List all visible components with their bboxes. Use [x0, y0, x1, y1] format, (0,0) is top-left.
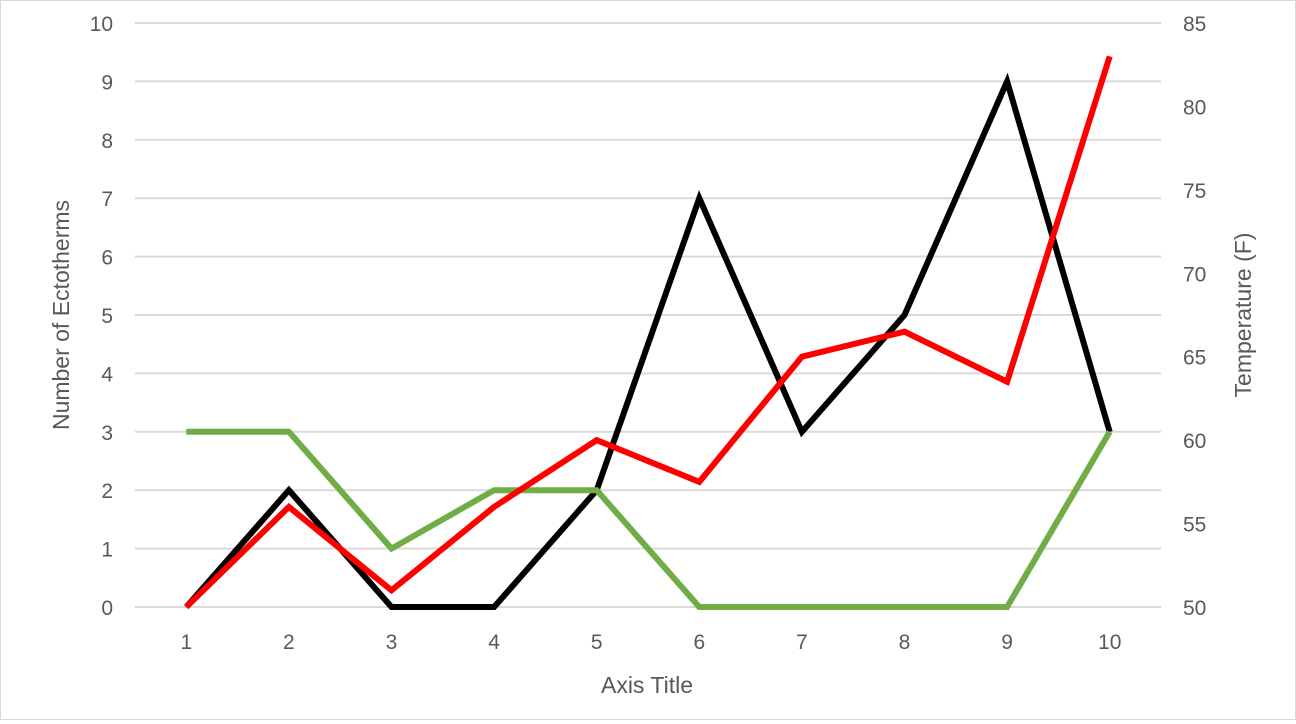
gridlines	[135, 22, 1161, 608]
y-tick-label: 3	[101, 422, 113, 445]
x-tick-label: 3	[386, 631, 398, 654]
x-tick-label: 4	[488, 631, 500, 654]
y-tick-label: 1	[101, 539, 113, 562]
x-tick-label: 6	[693, 631, 705, 654]
y2-tick-label: 85	[1183, 13, 1206, 36]
x-tick-label: 10	[1098, 631, 1121, 654]
y-tick-label: 0	[101, 597, 113, 620]
y-axis-ticks: 0 1 2 3 4 5 6 7 8 9 10	[90, 13, 114, 620]
series-line-3	[184, 55, 1113, 610]
x-axis-ticks: 1 2 3 4 5 6 7 8 9 10	[180, 631, 1121, 654]
y-axis-title: Number of Ectotherms	[48, 200, 74, 430]
y-tick-label: 5	[101, 305, 113, 328]
y-tick-label: 7	[101, 188, 113, 211]
x-tick-label: 7	[796, 631, 808, 654]
y2-axis-title: Temperature (F)	[1230, 233, 1256, 398]
y-tick-label: 8	[101, 130, 113, 153]
y2-axis-ticks: 50 55 60 65 70 75 80 85	[1183, 13, 1206, 620]
y-tick-label: 2	[101, 480, 113, 503]
y-tick-label: 9	[101, 71, 113, 94]
x-tick-label: 5	[591, 631, 603, 654]
x-tick-label: 9	[1001, 631, 1013, 654]
x-tick-label: 2	[283, 631, 295, 654]
series-line-2	[186, 428, 1113, 610]
y-tick-label: 4	[101, 363, 113, 386]
x-tick-label: 1	[180, 631, 192, 654]
series-line-1	[184, 72, 1113, 610]
y2-tick-label: 50	[1183, 597, 1206, 620]
x-axis-title: Axis Title	[601, 672, 693, 698]
series-lines	[184, 55, 1113, 610]
y2-tick-label: 60	[1183, 430, 1206, 453]
y2-tick-label: 75	[1183, 180, 1206, 203]
y2-tick-label: 55	[1183, 514, 1206, 537]
x-tick-label: 8	[899, 631, 911, 654]
y-tick-label: 10	[90, 13, 113, 36]
y-tick-label: 6	[101, 247, 113, 270]
y2-tick-label: 80	[1183, 96, 1206, 119]
y2-tick-label: 65	[1183, 347, 1206, 370]
y2-tick-label: 70	[1183, 263, 1206, 286]
